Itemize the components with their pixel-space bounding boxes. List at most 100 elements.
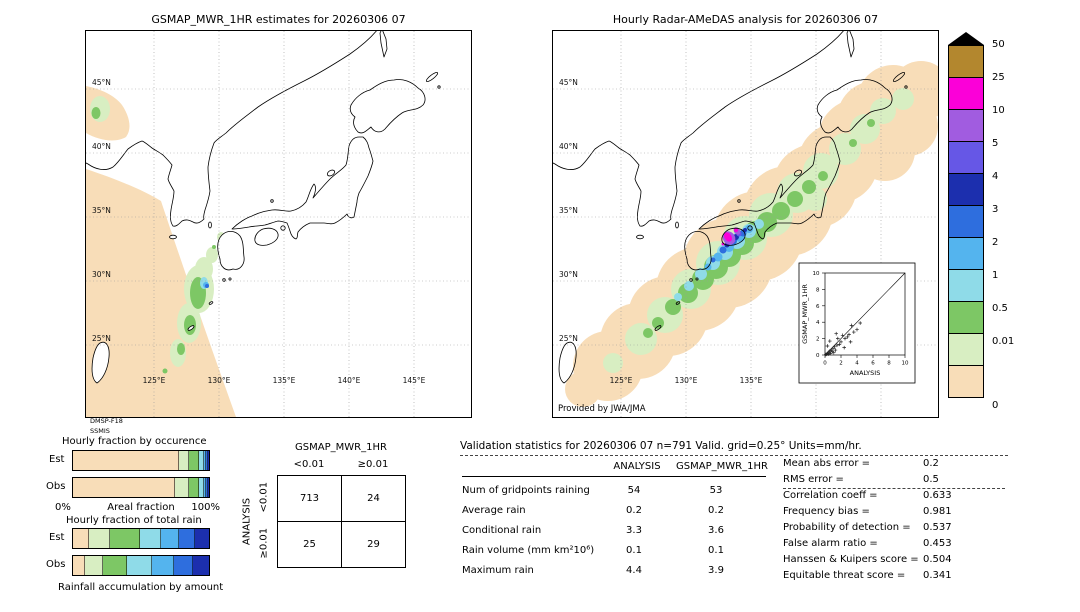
colorbar-swatch-0 (948, 365, 984, 398)
gsmap-value: 3.9 (708, 564, 724, 576)
colorbar-label: 0.01 (992, 336, 1015, 347)
scatter-inset: 0 2 4 6 8 10 0 2 4 6 8 10 ANALYSIS GSMAP… (798, 262, 916, 384)
scatter-point (835, 343, 839, 347)
obs-label: Obs (46, 559, 66, 570)
scatter-point (825, 351, 830, 356)
swath-coverage (86, 169, 236, 417)
colorbar-swatch-1 (948, 269, 984, 302)
bar-segment (73, 529, 90, 548)
colorbar-swatch-50 (948, 45, 984, 78)
bar-segment (199, 478, 204, 497)
obs-label: Obs (46, 481, 66, 492)
svg-text:30°N: 30°N (92, 270, 111, 279)
svg-text:140°E: 140°E (338, 376, 361, 385)
row-label: Rain volume (mm km²10⁶) (462, 544, 595, 556)
bar-segment (206, 478, 208, 497)
validation-title: Validation statistics for 20260306 07 n=… (460, 440, 862, 452)
bar-segment (203, 478, 207, 497)
bar-segment (206, 451, 208, 470)
stat-label: False alarm ratio = (783, 538, 878, 549)
bar-segment (73, 478, 175, 497)
stat-line: Hanssen & Kuipers score = 0.504 (783, 552, 952, 568)
contingency-row-axis: ANALYSIS (241, 497, 253, 546)
stat-label: Equitable threat score = (783, 570, 906, 581)
left-map-axis-labels: 45°N 40°N 35°N 30°N 25°N 125°E 130°E 135… (92, 78, 426, 385)
stat-value: 0.5 (923, 474, 939, 485)
stat-label: Probability of detection = (783, 522, 911, 533)
validation-row: Average rain 0.2 0.2 (462, 500, 766, 520)
scatter-point (836, 336, 840, 341)
bar-segment (207, 478, 209, 497)
gsmap-value: 53 (709, 484, 723, 496)
radar-credit: Provided by JWA/JMA (558, 404, 646, 414)
bar-segment (151, 556, 174, 575)
stats-list: Mean abs error = 0.2 RMS error = 0.5 Corre… (783, 456, 952, 584)
validation-row: Num of gridpoints raining 54 53 (462, 480, 766, 500)
svg-text:2: 2 (839, 361, 843, 367)
scatter-point (828, 351, 833, 356)
scatter-point (826, 352, 830, 356)
accumulation-label: Rainfall accumulation by amount (58, 582, 224, 593)
svg-text:130°E: 130°E (208, 376, 231, 385)
left-map-source: DMSP-F18 SSMIS (90, 417, 123, 437)
inset-ticks (822, 272, 906, 358)
left-map: 45°N 40°N 35°N 30°N 25°N 125°E 130°E 135… (85, 30, 472, 418)
colorbar-swatch-3 (948, 205, 984, 238)
colorbar-label: 0.5 (992, 303, 1008, 314)
analysis-col-header: ANALYSIS (613, 461, 661, 472)
validation-section: Validation statistics for 20260306 07 n=… (460, 438, 1025, 610)
svg-text:125°E: 125°E (610, 376, 633, 385)
colorbar-swatch-2 (948, 237, 984, 270)
stat-line: Equitable threat score = 0.341 (783, 568, 952, 584)
bar-segment (207, 451, 209, 470)
contingency-cell: 713 (278, 476, 342, 522)
colorbar-swatch-5 (948, 141, 984, 174)
svg-text:10: 10 (902, 361, 909, 367)
scatter-point (840, 333, 845, 338)
svg-text:25°N: 25°N (92, 334, 111, 343)
validation-row: Rain volume (mm km²10⁶) 0.1 0.1 (462, 540, 766, 560)
scatter-point (848, 340, 853, 344)
contingency-table: 713 24 25 29 (277, 475, 406, 568)
stat-label: Correlation coeff = (783, 490, 878, 501)
scatter-point (858, 321, 862, 325)
bar-segment (89, 529, 110, 548)
colorbar-label: 5 (992, 138, 999, 149)
colorbar-label: 10 (992, 105, 1005, 116)
occurrence-est-bar (72, 450, 210, 471)
colorbar-label: 50 (992, 39, 1005, 50)
scatter-point (830, 349, 834, 354)
svg-text:125°E: 125°E (143, 376, 166, 385)
svg-text:135°E: 135°E (740, 376, 763, 385)
svg-text:0: 0 (816, 353, 820, 359)
scatter-point (832, 350, 836, 355)
right-map-svg: 45°N 40°N 35°N 30°N 25°N 125°E 130°E 135… (553, 31, 938, 417)
colorbar-label: 25 (992, 72, 1005, 83)
colorbar-swatch-4 (948, 173, 984, 206)
contingency-cell: 25 (278, 522, 342, 568)
satellite-name: DMSP-F18 (90, 417, 123, 425)
svg-text:40°N: 40°N (92, 142, 111, 151)
bar-segment (203, 451, 207, 470)
est-label: Est (49, 454, 65, 465)
right-map: 45°N 40°N 35°N 30°N 25°N 125°E 130°E 135… (552, 30, 939, 418)
sensor-name: SSMIS (90, 426, 110, 435)
bar-segment (195, 529, 209, 548)
scatter-point (842, 345, 846, 350)
scatter-point (837, 342, 842, 347)
row-label: Num of gridpoints raining (462, 484, 590, 496)
validation-row: Conditional rain 3.3 3.6 (462, 520, 766, 540)
colorbar-label: 4 (992, 171, 999, 182)
stat-value: 0.504 (923, 554, 952, 565)
inset-xlabel: ANALYSIS (850, 369, 881, 377)
svg-text:2: 2 (816, 337, 820, 343)
fraction-panels: Hourly fraction by occurence Est Obs 0% … (40, 432, 260, 610)
bar-segment (139, 529, 162, 548)
contingency-cell: 24 (342, 476, 406, 522)
pct100-label: 100% (191, 502, 220, 513)
colorbar-swatch-10 (948, 109, 984, 142)
analysis-value: 3.3 (626, 524, 642, 536)
scatter-point (827, 350, 831, 355)
row-label: Average rain (462, 504, 526, 516)
northwest-swath-patch (86, 86, 130, 141)
